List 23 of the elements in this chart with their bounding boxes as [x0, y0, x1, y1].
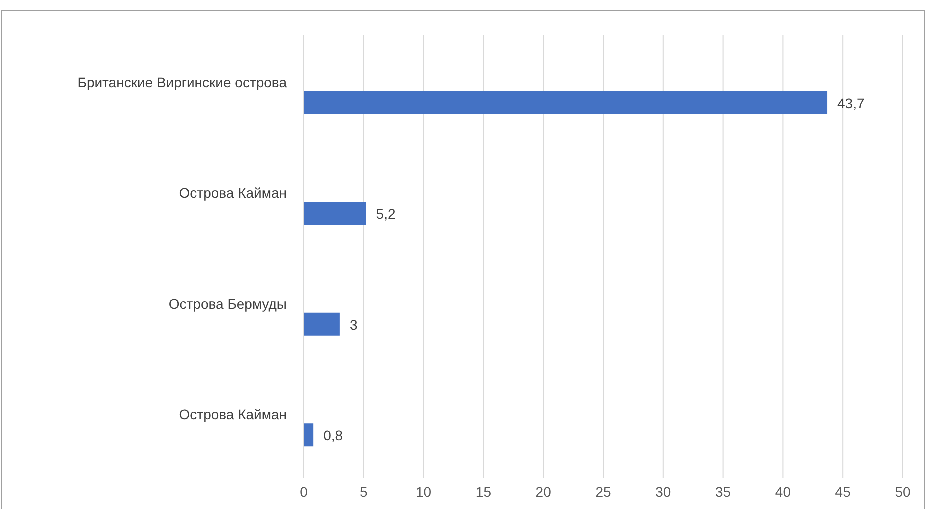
- data-label: 0,8: [324, 428, 344, 444]
- x-tick-label: 15: [476, 484, 492, 500]
- x-tick-label: 45: [835, 484, 852, 500]
- bar: [304, 91, 828, 114]
- data-label: 43,7: [838, 95, 865, 112]
- x-tick-label: 5: [360, 484, 368, 500]
- y-tick-label: Острова Кайман: [179, 406, 287, 423]
- x-tick-label: 30: [656, 484, 672, 500]
- y-tick-label: Британские Виргинские острова: [78, 74, 288, 90]
- data-label: 3: [350, 316, 358, 333]
- x-tick-label: 20: [536, 484, 552, 500]
- data-label: 5,2: [376, 206, 396, 222]
- x-tick-label: 0: [300, 484, 308, 500]
- x-tick-label: 10: [416, 484, 432, 500]
- x-tick-label: 25: [596, 484, 612, 500]
- x-tick-label: 40: [775, 484, 792, 500]
- bar: [304, 424, 314, 447]
- y-tick-label: Острова Кайман: [179, 185, 287, 202]
- y-tick-label: Острова Бермуды: [168, 296, 287, 312]
- bar: [304, 202, 366, 226]
- x-tick-label: 35: [716, 484, 732, 500]
- bar: [304, 312, 340, 336]
- x-tick-label: 50: [895, 484, 911, 500]
